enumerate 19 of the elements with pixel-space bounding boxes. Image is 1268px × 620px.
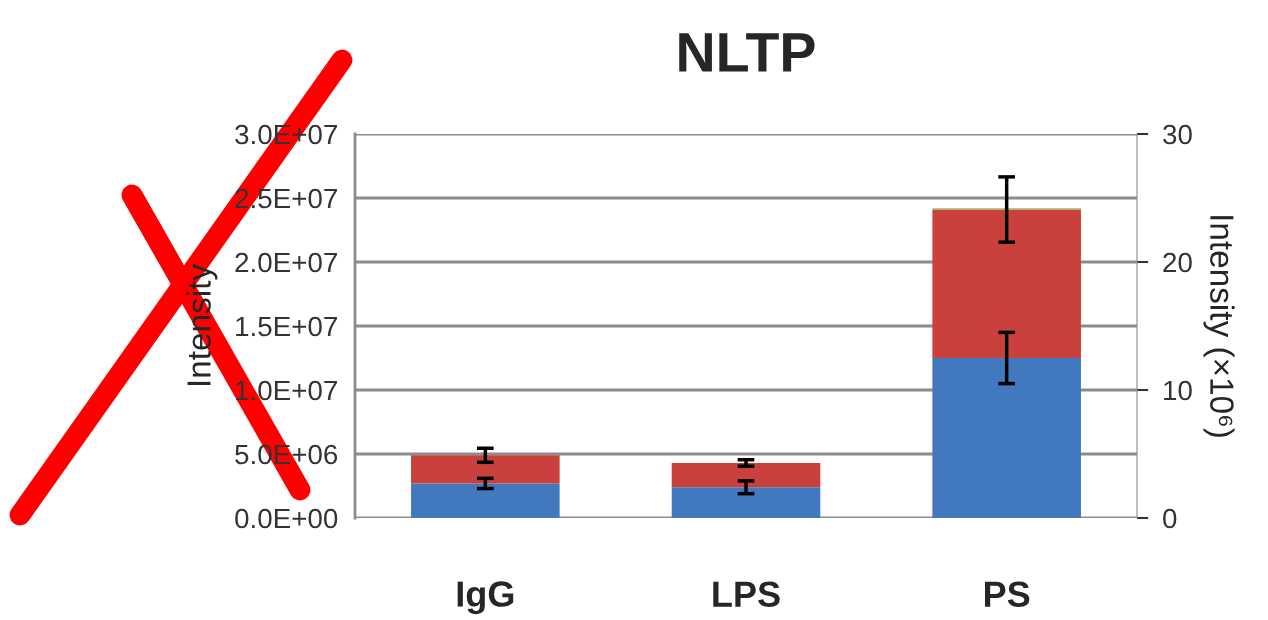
y-tick-label: 0.0E+00 [235, 508, 338, 529]
y-axis-title: Intensity [186, 263, 218, 385]
y2-tick-label: 30 [1163, 124, 1192, 145]
y2-tick-label: 10 [1164, 380, 1192, 401]
bar [411, 455, 560, 484]
bar [671, 487, 821, 518]
y2-tick-label: 0 [1163, 508, 1177, 529]
y-tick-label: 1.5E+07 [236, 316, 337, 337]
bar [671, 462, 821, 488]
y2-tick-label: 20 [1163, 252, 1192, 273]
y-tick-label: 2.0E+07 [235, 252, 337, 273]
bar [932, 209, 1081, 358]
bar [411, 483, 560, 518]
x-tick-label: PS [984, 581, 1030, 608]
x-tick-label: IgG [457, 581, 514, 615]
x-tick-label: LPS [713, 581, 780, 608]
chart-title: NLTP [679, 33, 815, 72]
bar [932, 358, 1081, 518]
y2-axis-title: Intensity (×10⁶) [1203, 216, 1235, 437]
